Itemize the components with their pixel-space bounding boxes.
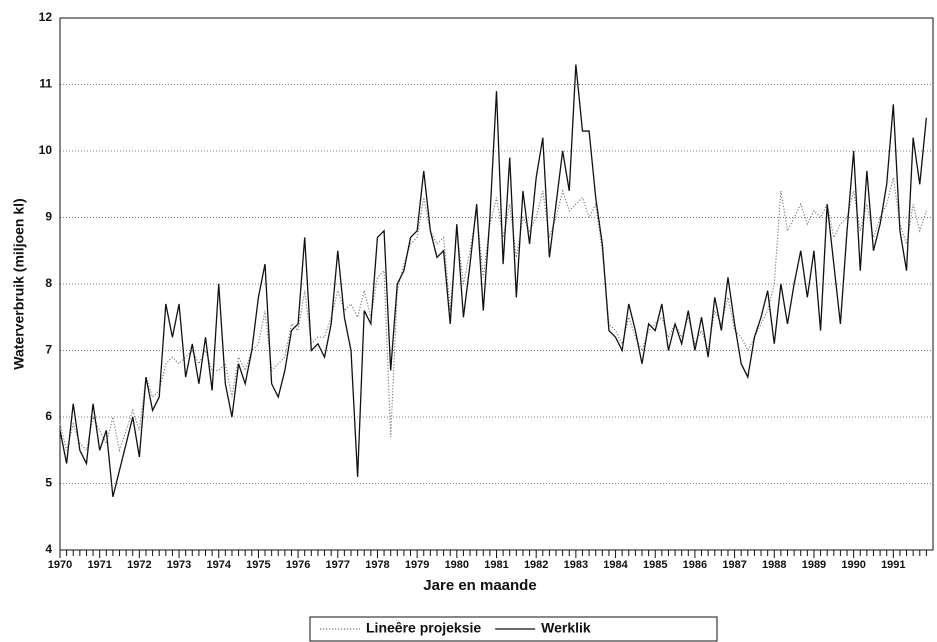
legend-label: Lineêre projeksie [366,620,481,636]
y-tick-label: 12 [39,10,53,24]
y-tick-label: 10 [39,143,53,157]
data-line [59,64,928,497]
x-tick-label: 1973 [167,559,191,571]
y-axis-title: Waterverbruik (miljoen kl) [11,198,27,369]
x-tick-label: 1983 [564,559,588,571]
x-tick-label: 1975 [246,559,270,571]
data-line [59,177,927,453]
x-tick-label: 1985 [643,559,667,571]
legend: Lineêre projeksie Werklik [309,616,718,642]
y-tick-label: 5 [45,476,52,490]
y-tick-label: 11 [39,77,52,91]
x-tick-label: 1987 [722,559,746,571]
x-tick-label: 1974 [206,559,231,571]
x-tick-label: 1978 [365,559,389,571]
y-tick-label: 9 [45,210,52,224]
x-tick-label: 1986 [683,559,707,571]
x-tick-label: 1977 [326,559,350,571]
y-tick-label: 6 [45,409,52,423]
x-tick-label: 1970 [48,559,72,571]
x-tick-label: 1990 [841,559,865,571]
x-tick-label: 1984 [603,559,628,571]
x-tick-label: 1989 [802,559,826,571]
x-axis-title: Jare en maande [423,577,536,594]
x-tick-label: 1972 [127,559,151,571]
y-tick-label: 7 [45,343,52,357]
x-tick-label: 1976 [286,559,310,571]
x-tick-label: 1988 [762,559,786,571]
y-tick-label: 4 [45,542,52,556]
x-tick-label: 1971 [87,559,111,571]
x-tick-label: 1980 [445,559,469,571]
y-tick-label: 8 [45,276,52,290]
x-tick-label: 1979 [405,559,429,571]
x-tick-label: 1982 [524,559,548,571]
x-tick-label: 1981 [484,559,508,571]
x-tick-label: 1991 [881,559,905,571]
legend-label: Werklik [541,620,591,636]
